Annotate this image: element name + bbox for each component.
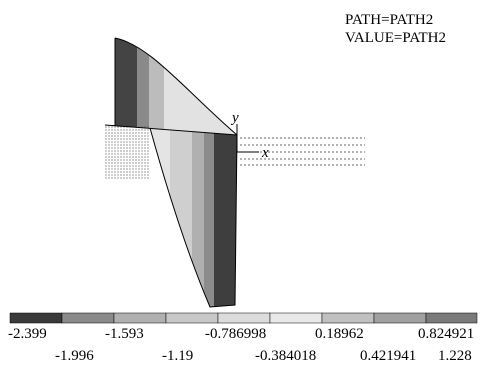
header-path: PATH=PATH2 bbox=[345, 12, 433, 28]
legend-label: -2.399 bbox=[8, 326, 47, 342]
lower-lobe bbox=[150, 120, 239, 320]
legend-label: -1.19 bbox=[162, 348, 193, 364]
legend-label: -0.786998 bbox=[205, 326, 266, 342]
path-plot: PATH=PATH2 VALUE=PATH2 y x -2.399 -1.5 bbox=[0, 0, 485, 369]
upper-lobe bbox=[105, 30, 244, 140]
legend-label: -1.593 bbox=[105, 326, 144, 342]
legend-label: -0.384018 bbox=[255, 348, 316, 364]
axis-x-label: x bbox=[261, 145, 269, 161]
dotted-region bbox=[105, 125, 150, 180]
legend-label: -1.996 bbox=[55, 348, 94, 364]
legend-label: 0.421941 bbox=[360, 348, 416, 364]
color-bar bbox=[10, 313, 477, 323]
legend-label: 0.824921 bbox=[418, 326, 474, 342]
legend-label: 1.228 bbox=[438, 348, 472, 364]
axis-y-label: y bbox=[230, 110, 239, 126]
header-value: VALUE=PATH2 bbox=[345, 30, 446, 46]
legend-label: 0.18962 bbox=[315, 326, 364, 342]
